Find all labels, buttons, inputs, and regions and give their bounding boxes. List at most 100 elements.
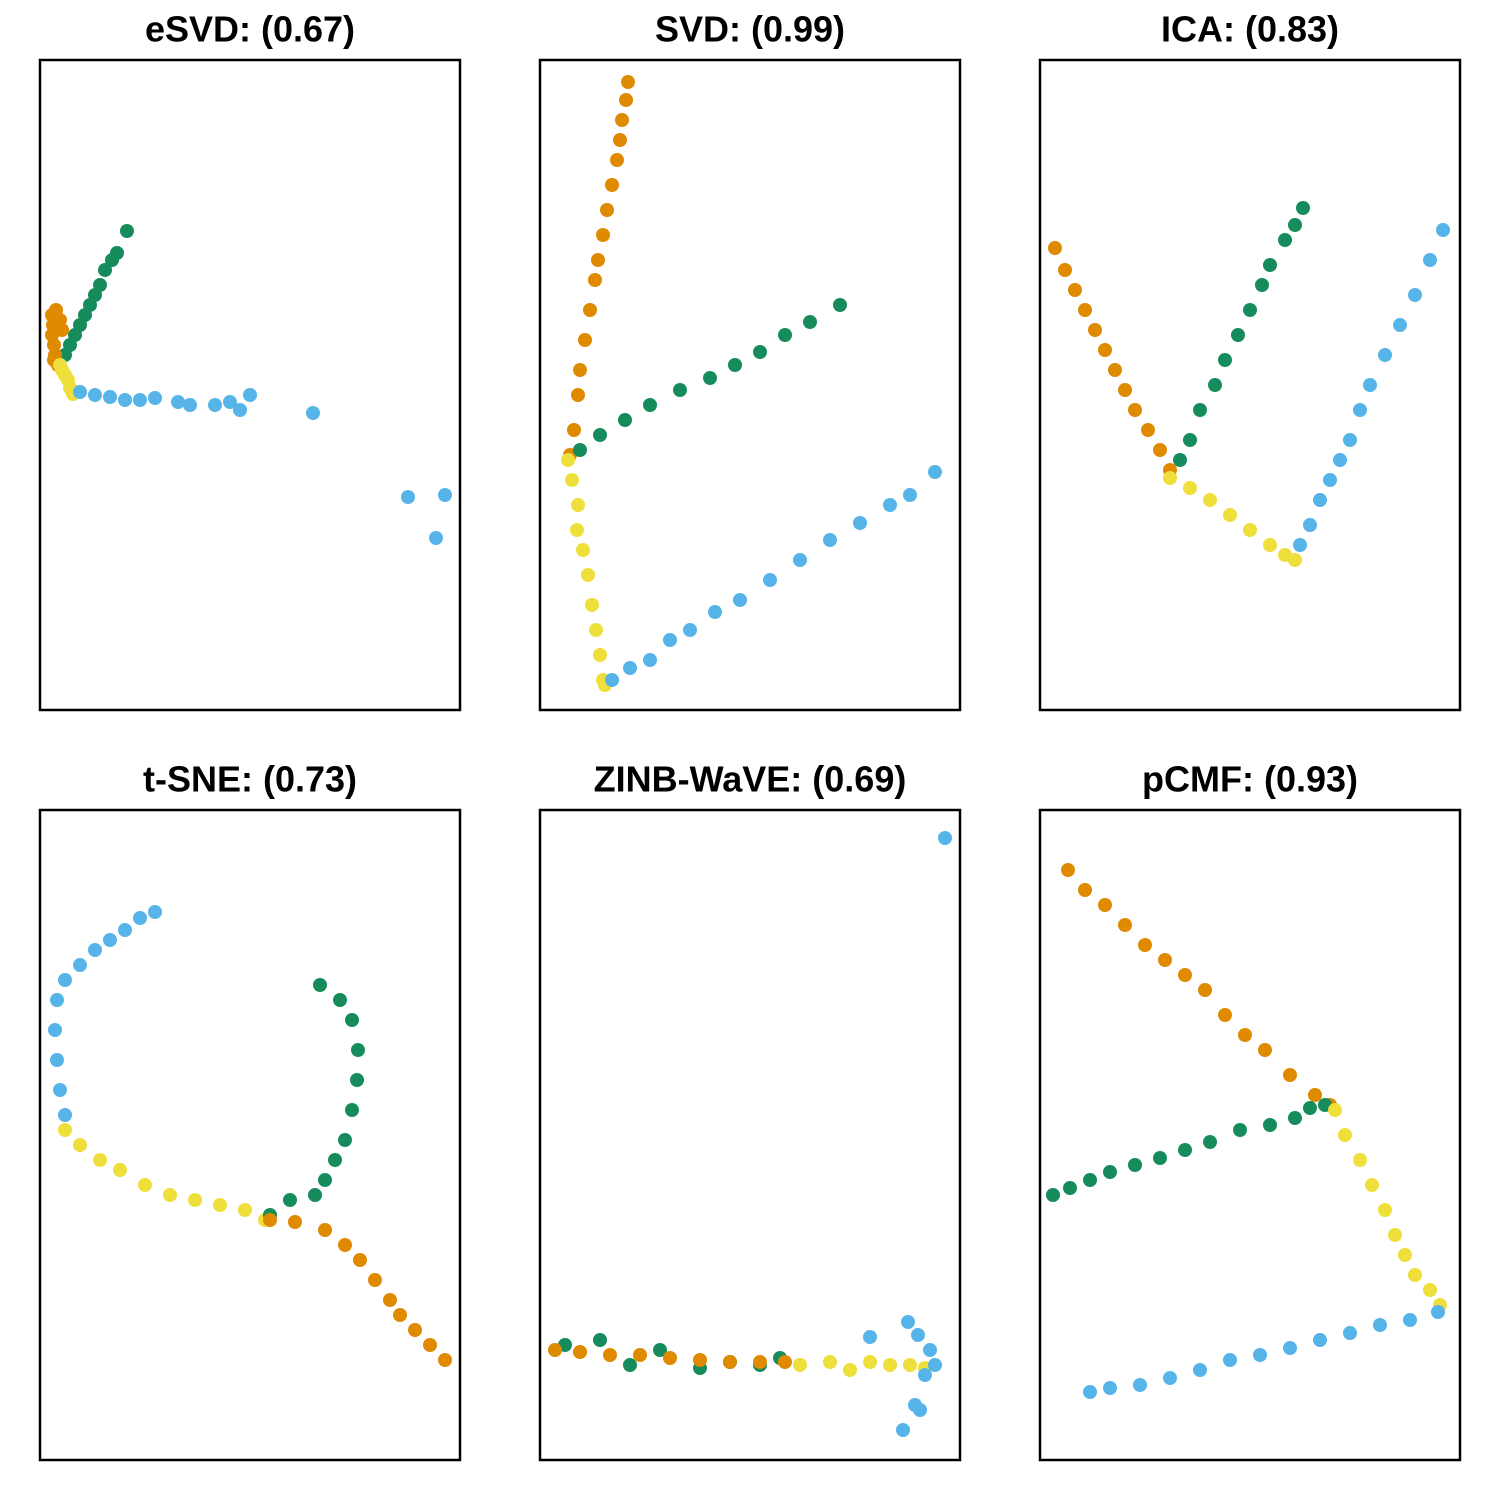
point bbox=[113, 1163, 127, 1177]
point bbox=[1083, 1173, 1097, 1187]
point bbox=[98, 263, 112, 277]
point bbox=[306, 406, 320, 420]
point bbox=[581, 568, 595, 582]
point bbox=[58, 973, 72, 987]
point bbox=[1088, 323, 1102, 337]
point bbox=[591, 253, 605, 267]
point bbox=[1283, 1341, 1297, 1355]
point bbox=[615, 113, 629, 127]
point bbox=[1436, 223, 1450, 237]
point bbox=[728, 358, 742, 372]
point bbox=[393, 1308, 407, 1322]
point bbox=[621, 75, 635, 89]
point bbox=[345, 1103, 359, 1117]
point bbox=[233, 403, 247, 417]
point bbox=[351, 1043, 365, 1057]
point bbox=[763, 573, 777, 587]
point bbox=[1223, 508, 1237, 522]
point bbox=[58, 1108, 72, 1122]
point bbox=[1098, 898, 1112, 912]
point bbox=[938, 831, 952, 845]
point bbox=[318, 1223, 332, 1237]
point bbox=[1173, 453, 1187, 467]
point bbox=[843, 1363, 857, 1377]
point bbox=[863, 1330, 877, 1344]
point bbox=[603, 1348, 617, 1362]
point bbox=[923, 1343, 937, 1357]
point bbox=[1198, 983, 1212, 997]
point bbox=[1103, 1381, 1117, 1395]
panel-frame bbox=[538, 808, 962, 1462]
point bbox=[1423, 253, 1437, 267]
point bbox=[653, 1343, 667, 1357]
point bbox=[723, 1355, 737, 1369]
point bbox=[58, 1123, 72, 1137]
point bbox=[778, 1355, 792, 1369]
point bbox=[853, 516, 867, 530]
point bbox=[1323, 473, 1337, 487]
point bbox=[911, 1328, 925, 1342]
point bbox=[1288, 553, 1302, 567]
point bbox=[368, 1273, 382, 1287]
point bbox=[619, 93, 633, 107]
point bbox=[118, 393, 132, 407]
point bbox=[708, 605, 722, 619]
point bbox=[1313, 1333, 1327, 1347]
point bbox=[1408, 1268, 1422, 1282]
point bbox=[1118, 918, 1132, 932]
point bbox=[1263, 258, 1277, 272]
point bbox=[148, 905, 162, 919]
point bbox=[1098, 343, 1112, 357]
point bbox=[1178, 1143, 1192, 1157]
panel-frame bbox=[38, 808, 462, 1462]
point bbox=[1398, 1248, 1412, 1262]
point bbox=[1353, 1153, 1367, 1167]
point bbox=[1373, 1318, 1387, 1332]
point bbox=[593, 648, 607, 662]
point bbox=[1158, 953, 1172, 967]
point bbox=[1118, 383, 1132, 397]
point bbox=[50, 1053, 64, 1067]
point bbox=[1058, 263, 1072, 277]
point bbox=[1403, 1313, 1417, 1327]
point bbox=[823, 533, 837, 547]
point bbox=[778, 328, 792, 342]
point bbox=[243, 388, 257, 402]
panel-title: pCMF: (0.93) bbox=[1142, 759, 1358, 800]
point bbox=[93, 278, 107, 292]
point bbox=[833, 298, 847, 312]
point bbox=[1338, 1128, 1352, 1142]
point bbox=[283, 1193, 297, 1207]
point bbox=[110, 246, 124, 260]
panel-title: ICA: (0.83) bbox=[1161, 9, 1339, 50]
point bbox=[213, 1198, 227, 1212]
point bbox=[600, 203, 614, 217]
point bbox=[896, 1423, 910, 1437]
point bbox=[1203, 1135, 1217, 1149]
point bbox=[1288, 218, 1302, 232]
point bbox=[438, 1353, 452, 1367]
point bbox=[401, 490, 415, 504]
point bbox=[1293, 538, 1307, 552]
point bbox=[733, 593, 747, 607]
point bbox=[1263, 1118, 1277, 1132]
point bbox=[120, 224, 134, 238]
point bbox=[1363, 378, 1377, 392]
point bbox=[663, 633, 677, 647]
point bbox=[618, 413, 632, 427]
point bbox=[593, 428, 607, 442]
point bbox=[55, 323, 69, 337]
point bbox=[73, 1138, 87, 1152]
point bbox=[903, 488, 917, 502]
point bbox=[1238, 1028, 1252, 1042]
point bbox=[1046, 1188, 1060, 1202]
point bbox=[1138, 938, 1152, 952]
point bbox=[883, 1358, 897, 1372]
point bbox=[613, 133, 627, 147]
panel-title: ZINB-WaVE: (0.69) bbox=[594, 759, 907, 800]
point bbox=[263, 1213, 277, 1227]
point bbox=[1203, 493, 1217, 507]
point bbox=[118, 923, 132, 937]
point bbox=[610, 153, 624, 167]
point bbox=[1153, 1151, 1167, 1165]
